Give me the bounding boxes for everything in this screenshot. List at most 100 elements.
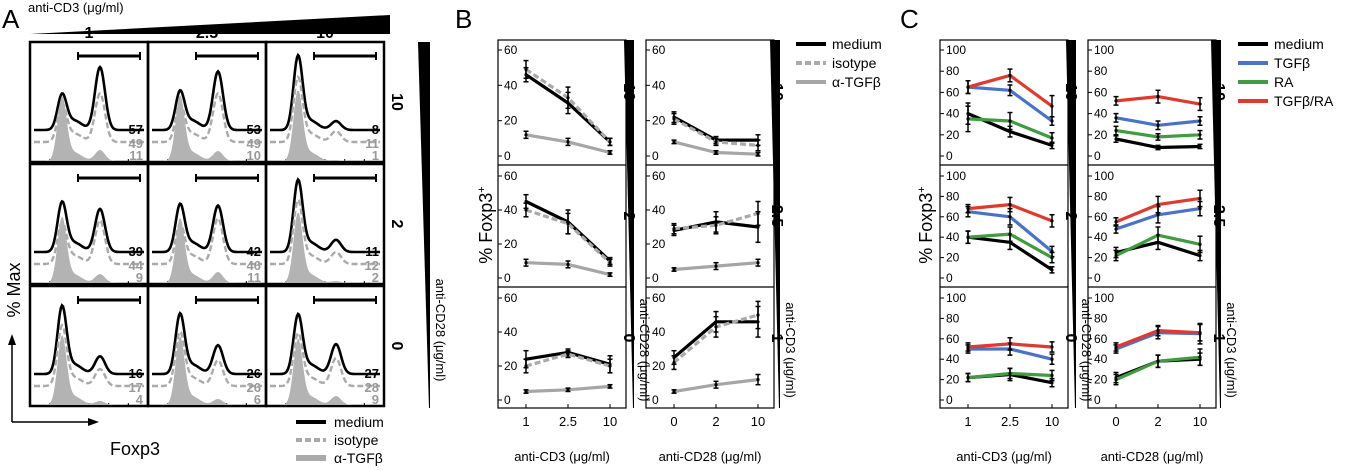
data-point <box>1114 378 1118 382</box>
series-line <box>525 208 612 264</box>
y-tick-label: 20 <box>504 359 518 373</box>
legend-label: medium <box>832 36 882 52</box>
data-point <box>524 199 528 204</box>
data-point <box>966 85 970 89</box>
data-point <box>756 261 760 265</box>
x-tick-label: 0 <box>670 414 677 429</box>
data-point <box>1198 355 1202 359</box>
data-point <box>1050 345 1054 349</box>
isotype-histogram <box>270 197 380 266</box>
y-tick-label: 0 <box>652 393 659 407</box>
x-axis-label: anti-CD28 (μg/ml) <box>659 449 762 464</box>
panel-a-letter: A <box>2 4 20 34</box>
y-tick-label: 20 <box>1094 373 1108 387</box>
data-point <box>1114 345 1118 349</box>
panel-c-ylabel-sup: + <box>916 186 928 192</box>
col-header: 2.5 <box>196 25 218 42</box>
y-tick-label: 40 <box>946 230 960 244</box>
data-point <box>1050 268 1054 272</box>
data-point <box>1156 233 1160 237</box>
data-point <box>714 150 718 155</box>
isotype-histogram <box>34 91 144 144</box>
x-tick-label: 0 <box>1112 414 1119 429</box>
y-tick-label: 20 <box>1094 251 1108 265</box>
data-point <box>714 325 718 329</box>
y-tick-label: 0 <box>652 271 659 285</box>
data-point <box>1008 371 1012 376</box>
anti-tgfb-percent: 2 <box>372 270 379 285</box>
x-tick-label: 10 <box>603 414 617 429</box>
y-tick-label: 80 <box>946 311 960 325</box>
medium-histogram <box>270 312 380 376</box>
side-axis-label: anti-CD3 (μg/ml) <box>783 302 798 398</box>
data-point <box>1114 99 1118 103</box>
data-point <box>524 364 528 368</box>
data-point <box>1198 119 1202 123</box>
legend-label: RA <box>1274 74 1294 90</box>
legend-label: medium <box>1274 36 1324 52</box>
y-tick-label: 100 <box>1094 291 1114 305</box>
row-label: 0 <box>620 334 637 343</box>
data-point <box>756 313 760 317</box>
data-point <box>1008 88 1012 92</box>
y-tick-label: 20 <box>652 114 666 128</box>
panel-c-ylabel-main: % Foxp3 <box>916 193 936 264</box>
data-point <box>672 140 676 144</box>
isotype-histogram <box>152 216 262 266</box>
data-point <box>1050 136 1054 140</box>
data-point <box>566 388 570 392</box>
y-tick-label: 20 <box>652 237 666 251</box>
y-tick-label: 20 <box>946 373 960 387</box>
data-point <box>672 267 676 272</box>
data-point <box>1114 128 1118 133</box>
legend-label: isotype <box>334 432 379 448</box>
y-tick-label: 20 <box>1094 128 1108 142</box>
y-tick-label: 40 <box>946 352 960 366</box>
medium-percent: 39 <box>129 244 143 259</box>
data-point <box>524 389 528 394</box>
row-label: 1 <box>768 334 785 343</box>
isotype-histogram <box>152 329 262 388</box>
legend-label: TGFβ <box>1274 55 1310 71</box>
isotype-percent: 26 <box>247 380 261 395</box>
y-tick-label: 60 <box>652 169 666 183</box>
panel-a-ylabel: % Max <box>4 262 24 317</box>
isotype-histogram <box>152 91 262 144</box>
side-wedge <box>1211 40 1221 408</box>
data-point <box>1156 202 1160 207</box>
data-point <box>566 262 570 266</box>
isotype-percent: 11 <box>365 136 379 151</box>
anti-tgfb-percent: 11 <box>129 148 143 163</box>
data-point <box>1008 73 1012 78</box>
y-tick-label: 20 <box>504 114 518 128</box>
series-line <box>525 352 611 368</box>
panel-b-ylabel: % Foxp3+ <box>476 186 496 263</box>
data-point <box>672 389 676 394</box>
isotype-histogram <box>270 331 380 388</box>
data-point <box>1198 133 1202 137</box>
x-tick-label: 2.5 <box>559 414 577 429</box>
row-label: 0 <box>1062 334 1079 343</box>
y-tick-label: 60 <box>504 169 518 183</box>
medium-histogram <box>34 64 144 132</box>
x-axis-label: anti-CD28 (μg/ml) <box>1101 449 1204 464</box>
isotype-histogram <box>34 218 144 266</box>
y-tick-label: 60 <box>946 210 960 224</box>
y-tick-label: 40 <box>946 107 960 121</box>
x-tick-label: 2 <box>1154 414 1161 429</box>
y-tick-label: 60 <box>652 291 666 305</box>
data-point <box>714 223 718 227</box>
isotype-percent: 46 <box>247 258 261 273</box>
anti-tgfb-histogram <box>270 213 380 283</box>
x-tick-label: 1 <box>964 414 971 429</box>
data-point <box>966 207 970 211</box>
y-tick-label: 80 <box>1094 64 1108 78</box>
panel-b-letter: B <box>455 4 472 34</box>
plot-frame <box>939 39 1069 409</box>
data-point <box>524 208 528 212</box>
plot-frame <box>645 39 775 409</box>
data-point <box>1050 373 1054 378</box>
y-arrow-head <box>8 334 16 345</box>
